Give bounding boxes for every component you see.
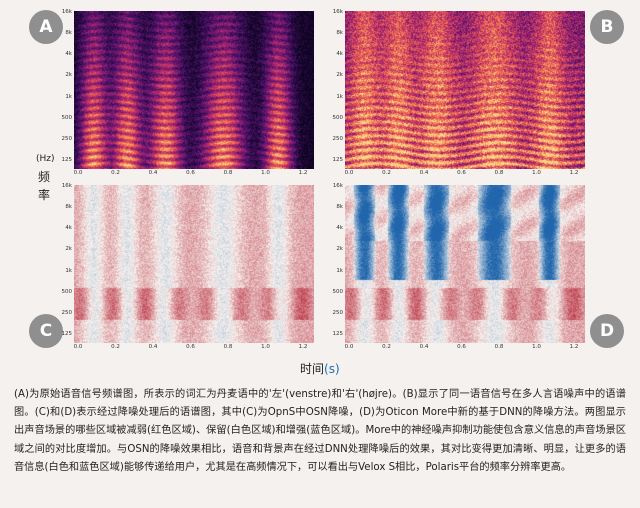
x-tick-label-d: 1.2 xyxy=(569,344,579,350)
x-tick-label-d: 0.8 xyxy=(494,344,504,350)
x-tick-label-c: 1.0 xyxy=(261,344,270,350)
y-tick-label-a: 500 xyxy=(61,114,73,121)
x-tick-label-b: 1.0 xyxy=(532,170,541,176)
y-tick-label-d: 4k xyxy=(336,225,343,232)
y-tick-label-b: 1k xyxy=(336,93,343,100)
y-tick-label-a: 250 xyxy=(61,135,73,142)
y-tick-label-d: 1k xyxy=(336,267,343,274)
x-tick-label-a: 1.2 xyxy=(298,170,308,176)
y-tick-label-b: 16k xyxy=(332,9,343,15)
x-tick-label-c: 0.4 xyxy=(148,344,158,350)
x-tick-label-c: 0.2 xyxy=(111,344,120,350)
y-tick-label-c: 16k xyxy=(61,183,72,189)
x-tick-label-b: 0.8 xyxy=(494,170,504,176)
panel-d-contrast-map xyxy=(345,185,585,343)
x-tick-label-b: 0.2 xyxy=(382,170,391,176)
panel-d: D xyxy=(320,180,640,360)
x-tick-label-a: 0.8 xyxy=(223,170,233,176)
figure-caption: (A)为原始语音信号频谱图，所表示的词汇为丹麦语中的'左'(venstre)和'… xyxy=(14,389,626,473)
x-tick-label-b: 1.2 xyxy=(569,170,579,176)
y-tick-label-d: 16k xyxy=(332,183,343,189)
panel-d-badge: D xyxy=(590,314,624,348)
y-tick-label-c: 500 xyxy=(61,288,73,295)
spectrogram-figure: A B C D 16k 8k 4k 2k 1k 500 250 125 0.0 0.2 0.4 0.6… xyxy=(0,0,640,377)
y-tick-label-d: 2k xyxy=(336,246,343,253)
y-axis-char-1: 频 xyxy=(37,170,50,184)
panel-b-badge: B xyxy=(590,10,624,44)
x-tick-label-b: 0.0 xyxy=(344,170,354,176)
x-tick-label-b: 0.4 xyxy=(419,170,429,176)
y-tick-label-c: 125 xyxy=(61,331,73,337)
x-tick-label-a: 0.4 xyxy=(148,170,158,176)
x-tick-label-a: 0.0 xyxy=(73,170,83,176)
y-tick-label-c: 1k xyxy=(65,267,72,274)
y-tick-label-a: 16k xyxy=(61,9,72,15)
y-tick-label-d: 250 xyxy=(332,309,344,316)
x-tick-label-c: 0.6 xyxy=(186,344,195,350)
y-tick-label-b: 8k xyxy=(336,30,343,37)
panel-a: A xyxy=(0,0,320,180)
x-axis-text: 时间 xyxy=(300,362,325,376)
y-tick-label-d: 500 xyxy=(332,288,344,295)
y-tick-label-c: 4k xyxy=(65,225,72,232)
y-tick-label-d: 8k xyxy=(336,204,343,211)
panel-a-badge: A xyxy=(29,10,63,44)
y-axis-unit: (Hz) xyxy=(36,154,55,164)
x-axis-label: 时间(s) xyxy=(300,360,340,377)
y-tick-label-a: 4k xyxy=(65,51,72,58)
panel-b-spectrogram xyxy=(345,11,585,169)
y-tick-label-b: 125 xyxy=(332,157,344,163)
y-axis-char-2: 率 xyxy=(37,188,50,202)
x-tick-label-a: 0.2 xyxy=(111,170,120,176)
y-tick-label-a: 125 xyxy=(61,157,73,163)
panel-c: C xyxy=(0,180,320,360)
y-tick-label-c: 250 xyxy=(61,309,73,316)
y-tick-label-c: 2k xyxy=(65,246,72,253)
x-tick-label-d: 0.2 xyxy=(382,344,391,350)
y-tick-label-b: 250 xyxy=(332,135,344,142)
y-tick-label-a: 1k xyxy=(65,93,72,100)
y-tick-label-b: 2k xyxy=(336,72,343,79)
x-tick-label-a: 1.0 xyxy=(261,170,270,176)
x-axis-unit: (s) xyxy=(324,362,340,376)
panel-a-spectrogram xyxy=(74,11,314,169)
x-tick-label-d: 1.0 xyxy=(532,344,541,350)
panel-c-badge: C xyxy=(29,314,63,348)
x-tick-label-d: 0.0 xyxy=(344,344,354,350)
panel-c-contrast-map xyxy=(74,185,314,343)
x-tick-label-a: 0.6 xyxy=(186,170,195,176)
x-tick-label-d: 0.4 xyxy=(419,344,429,350)
y-tick-label-c: 8k xyxy=(65,204,72,211)
x-tick-label-c: 0.0 xyxy=(73,344,83,350)
x-tick-label-d: 0.6 xyxy=(457,344,466,350)
y-tick-label-a: 8k xyxy=(65,30,72,37)
x-tick-label-c: 1.2 xyxy=(298,344,308,350)
y-axis-label: (Hz) 频 率 xyxy=(36,150,55,204)
y-tick-label-d: 125 xyxy=(332,331,344,337)
y-tick-label-a: 2k xyxy=(65,72,72,79)
y-tick-label-b: 4k xyxy=(336,51,343,58)
y-tick-label-b: 500 xyxy=(332,114,344,121)
x-tick-label-b: 0.6 xyxy=(457,170,466,176)
panel-b: B xyxy=(320,0,640,180)
x-tick-label-c: 0.8 xyxy=(223,344,233,350)
